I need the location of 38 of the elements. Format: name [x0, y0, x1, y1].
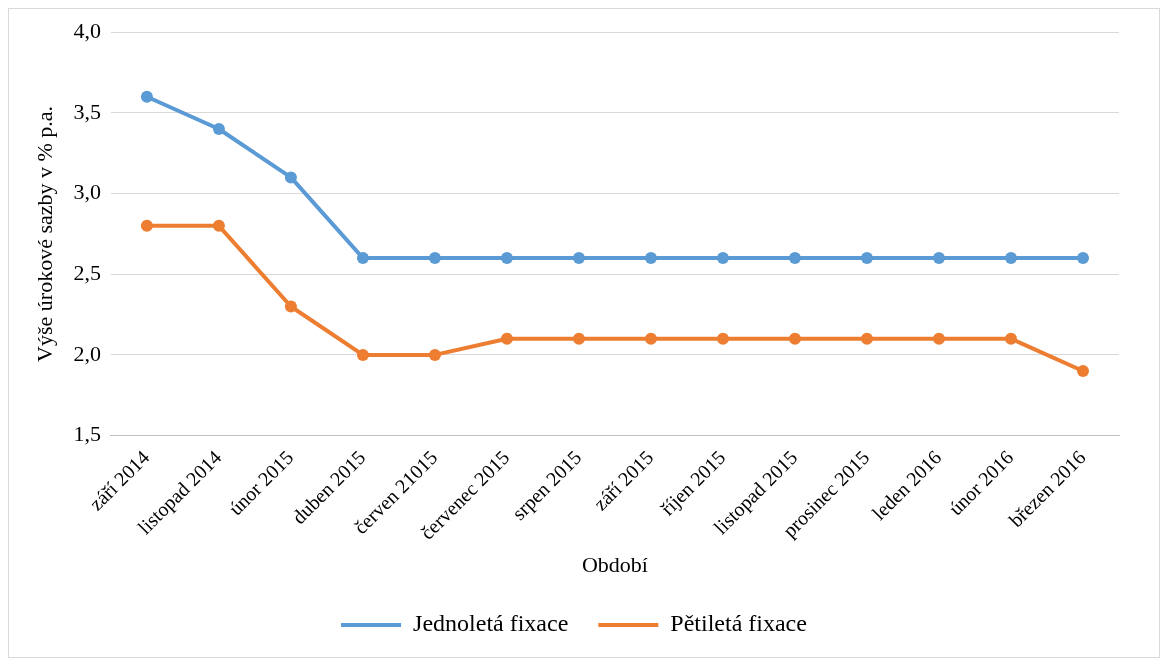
- point: [284, 300, 297, 313]
- point: [572, 252, 585, 265]
- y-tick-label: 4,0: [73, 17, 101, 43]
- y-tick-label: 2,5: [73, 260, 101, 286]
- legend-label: Pětiletá fixace: [670, 610, 807, 637]
- point: [788, 332, 801, 345]
- point: [284, 171, 297, 184]
- point: [1077, 365, 1089, 378]
- point: [212, 219, 225, 232]
- point: [428, 348, 441, 361]
- legend-label: Jednoletá fixace: [413, 610, 569, 637]
- point: [356, 348, 369, 361]
- point: [932, 332, 945, 345]
- point: [716, 332, 729, 345]
- point: [644, 332, 657, 345]
- point: [1004, 332, 1017, 345]
- x-axis-title: Období: [581, 551, 648, 577]
- point: [500, 252, 513, 265]
- point: [1077, 252, 1089, 265]
- point: [356, 252, 369, 265]
- point: [212, 123, 225, 136]
- y-axis-title: Výše úrokové sazby v % p.a.: [31, 105, 57, 362]
- point: [140, 90, 153, 103]
- point: [140, 219, 153, 232]
- point: [644, 252, 657, 265]
- y-tick-label: 2,0: [73, 340, 101, 366]
- point: [788, 252, 801, 265]
- point: [572, 332, 585, 345]
- point: [428, 252, 441, 265]
- y-tick-label: 3,5: [73, 98, 101, 124]
- point: [860, 252, 873, 265]
- point: [1004, 252, 1017, 265]
- y-tick-label: 3,0: [73, 179, 101, 205]
- y-tick-label: 1,5: [73, 421, 101, 447]
- point: [716, 252, 729, 265]
- point: [932, 252, 945, 265]
- point: [500, 332, 513, 345]
- point: [860, 332, 873, 345]
